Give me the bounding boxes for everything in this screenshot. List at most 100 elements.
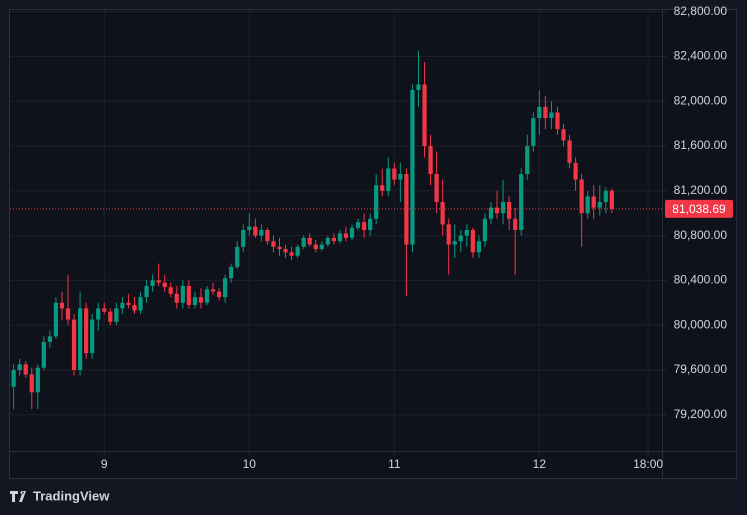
candle: [386, 157, 391, 197]
candle-body: [507, 202, 512, 219]
candle-body: [494, 207, 500, 214]
candle-body: [337, 233, 343, 242]
candle: [319, 241, 324, 252]
candle-body: [428, 146, 433, 175]
candle-body: [307, 237, 312, 245]
candle: [241, 224, 246, 253]
candle-body: [77, 308, 83, 370]
candle-body: [144, 285, 149, 298]
candle: [289, 246, 294, 261]
candle: [488, 202, 494, 225]
candle-body: [150, 280, 155, 286]
candle-body: [603, 190, 608, 203]
candle-body: [108, 311, 113, 322]
plot-area: [10, 10, 662, 451]
candle: [422, 62, 427, 158]
candle-body: [271, 241, 276, 247]
candle-body: [210, 289, 216, 292]
candle: [247, 213, 252, 236]
candle-body: [500, 202, 506, 214]
candle: [585, 190, 590, 219]
candle-body: [96, 308, 101, 320]
candle: [428, 134, 433, 186]
candle: [198, 288, 204, 309]
candle-body: [180, 285, 185, 303]
candle: [301, 235, 306, 250]
candle: [343, 226, 349, 242]
candle-body: [120, 302, 125, 309]
candle: [29, 367, 34, 410]
candle-body: [71, 319, 77, 370]
candle-body: [229, 266, 234, 279]
candle-body: [17, 364, 22, 370]
candle-body: [295, 246, 300, 256]
candle: [392, 162, 397, 186]
candle-body: [410, 90, 415, 245]
candle: [65, 274, 71, 326]
candle-body: [519, 174, 524, 230]
candle: [41, 336, 46, 370]
candle: [434, 151, 439, 214]
candle-body: [283, 249, 288, 253]
candle-body: [265, 229, 270, 242]
candle: [47, 330, 52, 348]
candle-body: [59, 302, 65, 309]
candle-body: [567, 140, 572, 163]
candle: [59, 291, 65, 320]
candle: [168, 282, 173, 298]
candle-body: [452, 241, 457, 245]
candle: [380, 168, 385, 197]
candle: [77, 291, 83, 376]
candle: [440, 179, 445, 236]
candle-body: [253, 226, 258, 236]
candle: [470, 227, 475, 258]
candle-body: [126, 302, 131, 306]
candle-body: [198, 297, 204, 303]
candle: [126, 293, 131, 309]
candle-body: [204, 289, 210, 303]
y-tick-label: 79,600.00: [674, 362, 728, 376]
candle-body: [156, 280, 161, 283]
candle: [156, 263, 161, 286]
y-tick-label: 82,400.00: [674, 49, 728, 63]
last-price-box: [665, 199, 733, 218]
candle-body: [138, 297, 143, 311]
candle-body: [277, 246, 282, 250]
candle-body: [446, 224, 451, 245]
candle-body: [579, 179, 584, 214]
x-tick-label: 10: [243, 457, 257, 471]
candle: [53, 297, 59, 339]
candle-body: [114, 308, 119, 322]
candle-body: [259, 229, 264, 236]
candle-body: [513, 218, 518, 230]
candle: [531, 112, 536, 152]
candle-body: [132, 305, 137, 311]
candle-body: [319, 244, 324, 250]
candle-body: [386, 168, 391, 191]
candle-body: [247, 226, 252, 230]
candle: [313, 240, 318, 253]
candle-body: [53, 302, 59, 337]
candle: [96, 302, 101, 331]
chart-panel: [9, 9, 737, 479]
candle: [561, 123, 566, 147]
candle: [120, 297, 125, 314]
candle-body: [361, 222, 367, 230]
y-tick-label: 80,800.00: [674, 228, 728, 242]
candle: [114, 302, 119, 326]
candle: [567, 134, 572, 169]
candle: [458, 229, 463, 253]
candle-body: [349, 227, 355, 238]
candle: [295, 244, 300, 258]
candle-body: [23, 364, 28, 375]
candle-body: [192, 297, 198, 306]
candle: [277, 237, 282, 256]
candle: [150, 274, 155, 292]
candle-body: [555, 112, 560, 130]
candle-body: [525, 146, 530, 175]
candle: [253, 218, 258, 238]
candle: [368, 213, 373, 236]
candle-body: [374, 185, 379, 219]
candle-body: [380, 185, 385, 191]
candle-body: [416, 84, 421, 91]
